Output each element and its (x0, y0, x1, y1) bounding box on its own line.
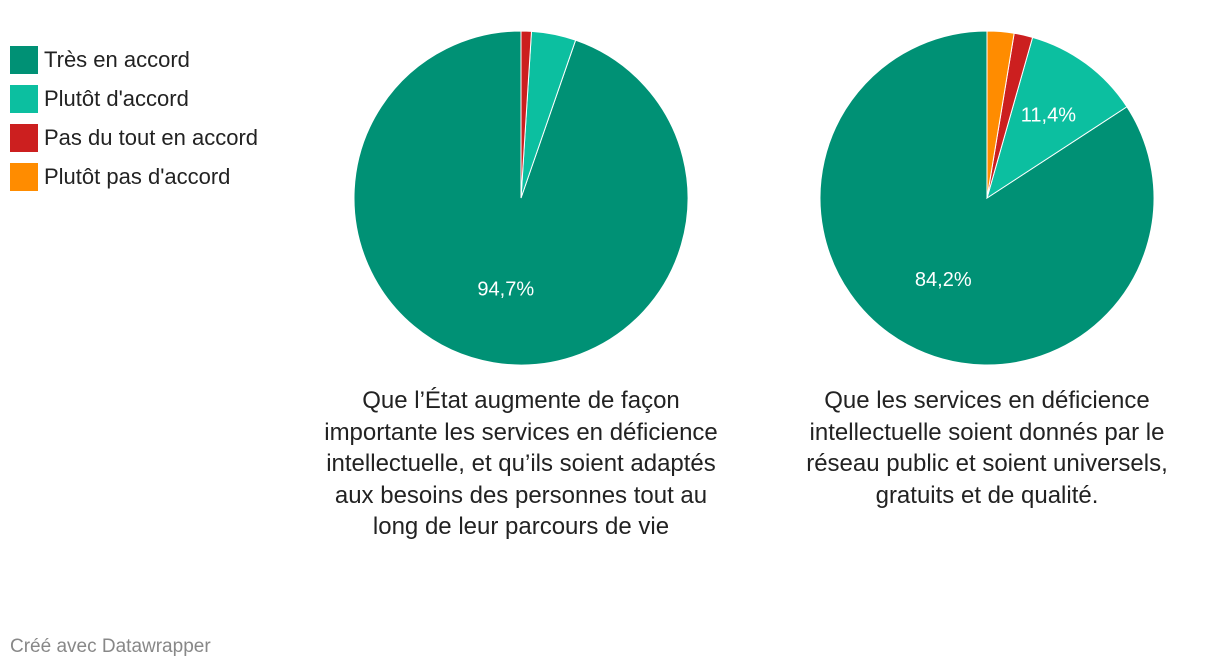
pie-slice-plutôt-pas-d-accord (986, 30, 1015, 199)
pie-slice-pas-du-tout-en-accord (520, 30, 533, 199)
pie-chart-2: 84,2% 11,4% (817, 28, 1157, 368)
legend-swatch (10, 123, 38, 152)
legend-item-tres-en-accord: Très en accord (10, 40, 258, 79)
legend-swatch (10, 162, 38, 191)
legend-item-plutot-daccord: Plutôt d'accord (10, 79, 258, 118)
legend: Très en accord Plutôt d'accord Pas du to… (10, 40, 258, 196)
legend-item-plutot-pas-daccord: Plutôt pas d'accord (10, 157, 258, 196)
legend-label: Très en accord (44, 46, 190, 72)
pie-chart-1: 94,7% (351, 28, 691, 368)
legend-swatch (10, 84, 38, 113)
legend-item-pas-du-tout-en-accord: Pas du tout en accord (10, 118, 258, 157)
legend-label: Plutôt d'accord (44, 85, 189, 111)
pie-chart-1-svg: 94,7% (353, 30, 689, 366)
pie-slice-très-en-accord (819, 30, 1155, 366)
pie-data-label: 94,7% (477, 279, 534, 301)
legend-label: Plutôt pas d'accord (44, 163, 231, 189)
legend-label: Pas du tout en accord (44, 124, 259, 150)
pie-data-label: 84,2% (915, 269, 972, 291)
pie-chart-2-caption: Que les services en déficience intellect… (806, 387, 1168, 509)
footer-credit: Créé avec Datawrapper (10, 636, 211, 657)
pie-slice-plutôt-d-accord (986, 36, 1128, 200)
pie-data-label: 11,4% (1021, 105, 1076, 127)
pie-chart-1-caption: Que l’État augmente de façon importante … (324, 387, 718, 540)
legend-swatch (10, 45, 38, 74)
pie-chart-2-svg: 84,2% 11,4% (819, 30, 1155, 366)
